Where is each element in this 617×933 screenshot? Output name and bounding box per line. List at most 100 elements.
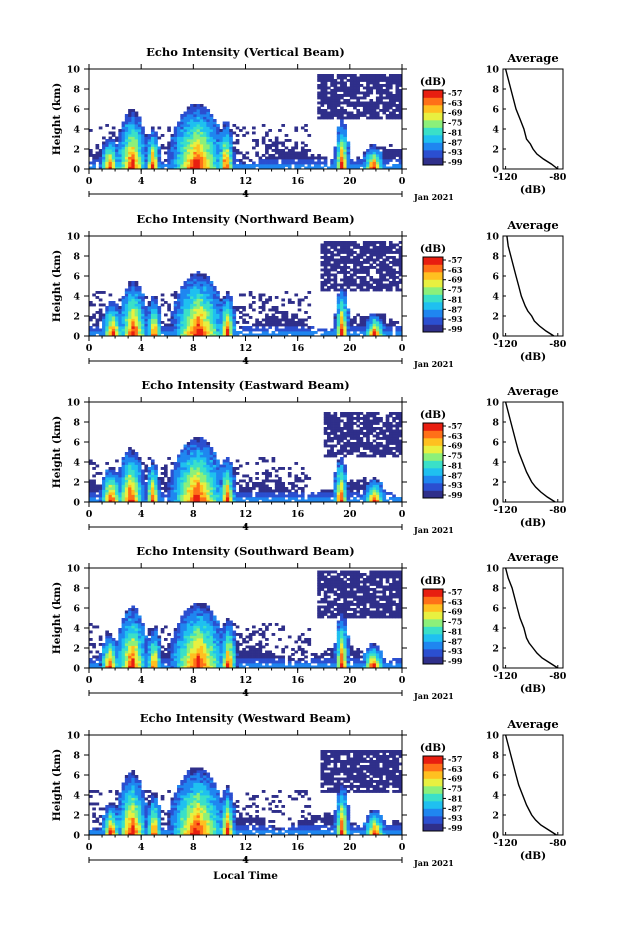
heatmap-cell — [131, 460, 135, 463]
heatmap-cell — [109, 470, 113, 473]
heatmap-cell — [128, 319, 132, 322]
heatmap-cell — [167, 480, 171, 483]
heatmap-cell — [294, 321, 298, 324]
heatmap-cell — [118, 651, 122, 654]
heatmap-cell — [99, 495, 103, 498]
heatmap-cell — [151, 465, 155, 468]
heatmap-cell — [347, 266, 351, 269]
heatmap-cell — [363, 271, 367, 274]
heatmap-cell — [334, 490, 338, 493]
heatmap-cell — [320, 104, 324, 107]
heatmap-cell — [125, 157, 129, 160]
heatmap-cell — [206, 152, 210, 155]
heatmap-cell — [363, 477, 367, 480]
heatmap-cell — [193, 104, 197, 107]
heatmap-cell — [164, 465, 168, 468]
heatmap-cell — [347, 329, 351, 332]
heatmap-cell — [275, 137, 279, 140]
heatmap-cell — [272, 492, 276, 495]
heatmap-cell — [382, 97, 386, 100]
heatmap-cell — [330, 452, 334, 455]
heatmap-cell — [105, 326, 109, 329]
heatmap-cell — [193, 321, 197, 324]
heatmap-cell — [320, 82, 324, 85]
heatmap-cell — [102, 661, 106, 664]
heatmap-cell — [180, 487, 184, 490]
heatmap-cell — [135, 460, 139, 463]
heatmap-cell — [294, 477, 298, 480]
heatmap-cell — [353, 82, 357, 85]
heatmap-cell — [125, 472, 129, 475]
heatmap-cell — [285, 164, 289, 167]
heatmap-cell — [373, 246, 377, 249]
heatmap-cell — [210, 114, 214, 117]
heatmap-cell — [210, 162, 214, 165]
heatmap-cell — [324, 114, 328, 117]
heatmap-cell — [92, 157, 96, 160]
heatmap-cell — [128, 331, 132, 334]
heatmap-cell — [154, 324, 158, 327]
heatmap-cell — [174, 321, 178, 324]
heatmap-cell — [330, 284, 334, 287]
heatmap-cell — [347, 281, 351, 284]
heatmap-cell — [164, 482, 168, 485]
heatmap-cell — [379, 490, 383, 493]
heatmap-cell — [141, 304, 145, 307]
heatmap-cell — [99, 490, 103, 493]
average-frame — [503, 402, 563, 502]
heatmap-cell — [138, 497, 142, 500]
heatmap-cell — [382, 319, 386, 322]
heatmap-cell — [223, 124, 227, 127]
heatmap-cell — [324, 266, 328, 269]
heatmap-cell — [386, 162, 390, 165]
heatmap-cell — [395, 289, 399, 292]
heatmap-cell — [239, 492, 243, 495]
heatmap-cell — [395, 109, 399, 112]
heatmap-cell — [174, 316, 178, 319]
heatmap-cell — [360, 264, 364, 267]
heatmap-cell — [376, 447, 380, 450]
heatmap-cell — [236, 134, 240, 137]
heatmap-cell — [373, 314, 377, 317]
heatmap-cell — [249, 331, 253, 334]
heatmap-cell — [369, 152, 373, 155]
heatmap-cell — [337, 74, 341, 77]
heatmap-cell — [330, 251, 334, 254]
heatmap-cell — [281, 316, 285, 319]
heatmap-cell — [353, 117, 357, 120]
heatmap-cell — [239, 162, 243, 165]
heatmap-cell — [89, 651, 93, 654]
heatmap-cell — [125, 137, 129, 140]
heatmap-cell — [177, 495, 181, 498]
heatmap-cell — [382, 264, 386, 267]
heatmap-cell — [255, 319, 259, 322]
heatmap-cell — [138, 465, 142, 468]
heatmap-cell — [184, 490, 188, 493]
heatmap-cell — [278, 152, 282, 155]
heatmap-cell — [347, 324, 351, 327]
heatmap-cell — [135, 306, 139, 309]
heatmap-cell — [382, 249, 386, 252]
heatmap-cell — [386, 269, 390, 272]
heatmap-cell — [203, 122, 207, 125]
heatmap-cell — [216, 301, 220, 304]
heatmap-cell — [330, 420, 334, 423]
heatmap-cell — [330, 82, 334, 85]
heatmap-cell — [324, 102, 328, 105]
heatmap-cell — [278, 129, 282, 132]
heatmap-cell — [203, 139, 207, 142]
heatmap-cell — [369, 415, 373, 418]
heatmap-cell — [187, 139, 191, 142]
heatmap-cell — [219, 331, 223, 334]
heatmap-cell — [392, 114, 396, 117]
heatmap-cell — [324, 442, 328, 445]
heatmap-cell — [268, 316, 272, 319]
heatmap-cell — [275, 319, 279, 322]
heatmap-cell — [386, 94, 390, 97]
heatmap-cell — [337, 420, 341, 423]
heatmap-cell — [105, 643, 109, 646]
heatmap-cell — [226, 132, 230, 135]
heatmap-cell — [135, 477, 139, 480]
heatmap-cell — [154, 159, 158, 162]
heatmap-cell — [343, 329, 347, 332]
